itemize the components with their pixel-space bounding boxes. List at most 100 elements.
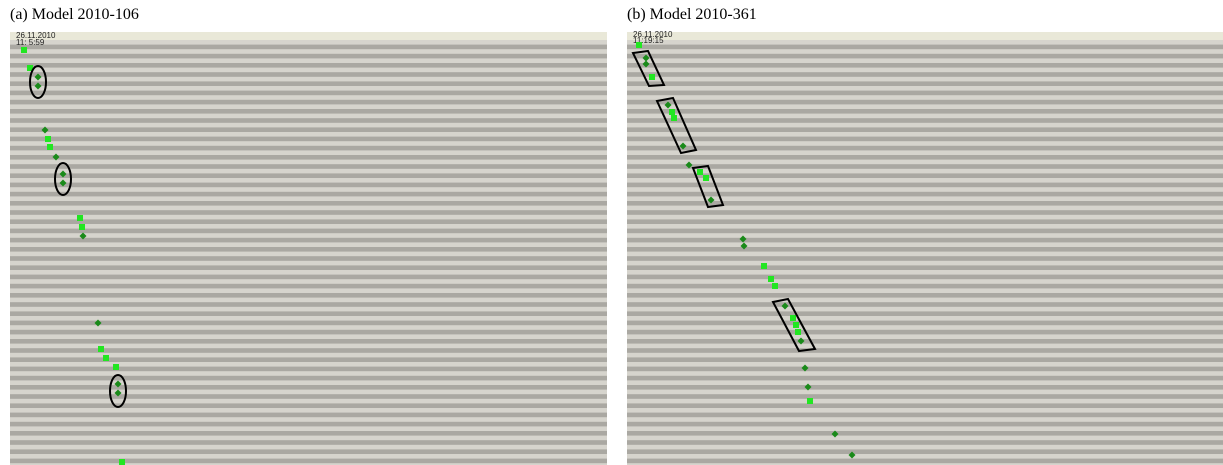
square-marker	[636, 42, 642, 48]
row-stripe	[10, 385, 607, 390]
row-stripe	[627, 256, 1223, 261]
row-stripe	[627, 173, 1223, 178]
highlight-rings	[29, 49, 817, 408]
row-stripe	[627, 72, 1223, 77]
square-marker	[790, 315, 796, 321]
row-stripe	[10, 366, 607, 372]
row-stripe	[10, 237, 607, 243]
ellipse	[54, 162, 72, 196]
row-stripe	[10, 164, 607, 169]
row-stripe	[10, 412, 607, 418]
row-stripe	[627, 339, 1223, 344]
row-stripe	[627, 366, 1223, 372]
row-stripe	[627, 357, 1223, 362]
row-stripe	[627, 237, 1223, 243]
row-stripe	[10, 90, 607, 96]
row-stripe	[10, 421, 607, 427]
parallelogram	[631, 49, 666, 88]
row-stripe	[627, 136, 1223, 142]
row-stripe	[627, 90, 1223, 96]
header-strip	[10, 32, 607, 40]
row-stripe	[627, 403, 1223, 408]
row-stripe	[627, 201, 1223, 206]
square-marker	[45, 136, 51, 142]
time-label: 11: 5:59	[16, 38, 45, 47]
row-stripe	[10, 173, 607, 178]
square-marker	[669, 109, 675, 115]
row-stripe	[627, 458, 1223, 464]
panel-background	[627, 32, 1223, 465]
diamond-marker	[94, 319, 102, 327]
row-stripe	[10, 81, 607, 86]
row-stripe	[627, 182, 1223, 188]
ellipse	[29, 65, 47, 99]
diamond-marker	[79, 232, 87, 240]
row-stripe	[627, 394, 1223, 399]
row-stripe	[10, 44, 607, 50]
header-strip	[627, 32, 1223, 40]
square-marker	[807, 398, 813, 404]
square-marker	[671, 115, 677, 121]
row-stripe	[10, 109, 607, 114]
row-stripe	[10, 302, 607, 307]
square-marker	[761, 263, 767, 269]
row-stripe	[10, 99, 607, 105]
row-stripe	[627, 421, 1223, 427]
row-stripe	[627, 293, 1223, 298]
square-marker	[21, 47, 27, 53]
diamond-marker	[52, 153, 60, 161]
square-marker	[98, 346, 104, 352]
row-stripe	[627, 320, 1223, 326]
row-stripe	[627, 431, 1223, 436]
row-stripe	[10, 228, 607, 234]
row-stripe	[627, 348, 1223, 353]
square-marker	[119, 459, 125, 465]
row-stripe	[10, 274, 607, 280]
diamond-marker	[59, 170, 67, 178]
row-stripe	[10, 440, 607, 445]
diamond-marker	[34, 82, 42, 90]
row-stripe	[10, 145, 607, 151]
row-stripe	[10, 247, 607, 252]
date-label: 26.11.2010	[16, 31, 56, 40]
time-label: 11:19:15	[633, 36, 664, 45]
panel-title: (a) Model 2010-106	[10, 6, 139, 23]
square-marker	[795, 329, 801, 335]
row-stripe	[10, 449, 607, 454]
row-stripe	[627, 191, 1223, 197]
row-stripe	[627, 164, 1223, 169]
row-stripe	[627, 302, 1223, 307]
diamond-marker	[707, 196, 715, 204]
diamond-marker	[664, 101, 672, 109]
row-stripe	[10, 155, 607, 160]
diamond-marker	[642, 54, 650, 62]
square-marker	[703, 175, 709, 181]
row-stripe	[627, 155, 1223, 160]
row-stripe	[10, 127, 607, 132]
row-stripe	[627, 274, 1223, 280]
square-marker	[27, 65, 33, 71]
row-stripe	[10, 394, 607, 399]
row-stripe	[10, 256, 607, 261]
row-stripe	[10, 320, 607, 326]
row-stripe	[10, 458, 607, 464]
row-stripe	[627, 228, 1223, 234]
row-stripe	[10, 293, 607, 298]
row-stripe	[10, 265, 607, 270]
row-stripe	[627, 145, 1223, 151]
row-stripe	[10, 53, 607, 59]
row-stripe	[10, 311, 607, 316]
row-stripe	[627, 109, 1223, 114]
diamond-marker	[114, 389, 122, 397]
row-stripe	[10, 191, 607, 197]
square-marker	[772, 283, 778, 289]
row-stripe	[10, 283, 607, 289]
row-stripe	[627, 449, 1223, 454]
row-stripe	[10, 357, 607, 362]
panel-background	[10, 32, 607, 465]
row-stripe	[627, 210, 1223, 215]
diamond-marker	[114, 380, 122, 388]
row-stripe	[10, 403, 607, 408]
row-stripe	[627, 412, 1223, 418]
